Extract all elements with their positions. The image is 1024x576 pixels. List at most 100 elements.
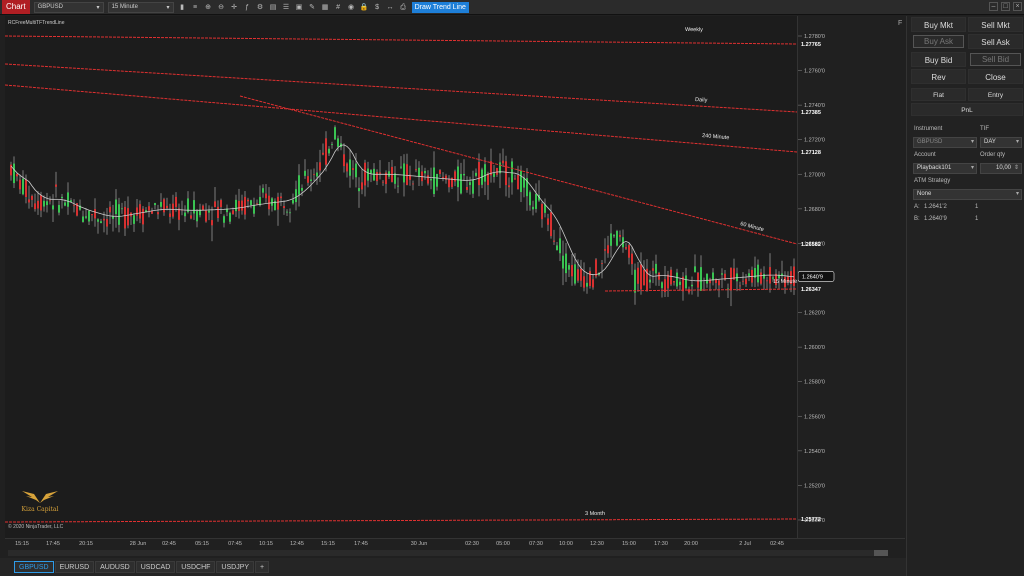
order-qty-stepper[interactable]: 10,00 ⇕ — [980, 163, 1022, 174]
time-axis[interactable]: 15:15 17:45 20:15 28 Jun 02:45 05:15 07:45 10:1… — [5, 538, 905, 550]
candle-body — [373, 168, 375, 181]
zoom-in-icon[interactable]: ⊕ — [205, 3, 211, 11]
candle-body — [124, 206, 126, 229]
instrument-tab-usdcad[interactable]: USDCAD — [135, 561, 176, 573]
properties-icon[interactable]: ☰ — [282, 3, 290, 11]
candle-body — [436, 173, 438, 187]
ask-label: A: — [914, 204, 920, 210]
candle-body — [193, 200, 195, 214]
snapshot-icon[interactable]: ◉ — [348, 3, 355, 11]
crosshair-icon[interactable]: ✛ — [231, 3, 237, 11]
candlestick — [535, 183, 537, 213]
close-icon[interactable]: × — [1013, 2, 1022, 11]
templates-icon[interactable]: ▣ — [295, 3, 303, 11]
candle-body — [352, 168, 354, 170]
flat-button[interactable]: Flat — [911, 88, 966, 101]
add-tab-button[interactable]: + — [255, 561, 270, 573]
candle-body — [562, 255, 564, 269]
candle-body — [106, 219, 108, 227]
atm-strategy-select[interactable]: None ▾ — [913, 189, 1022, 200]
candle-body — [529, 192, 531, 206]
candlestick — [208, 205, 210, 221]
buy-ask-button[interactable]: Buy Ask — [913, 35, 964, 48]
chart-trader-icon[interactable]: $ — [375, 3, 380, 11]
reverse-button[interactable]: Rev — [911, 69, 966, 84]
horizontal-scrollbar[interactable] — [8, 550, 888, 556]
candle-body — [427, 175, 429, 184]
interval-selector[interactable]: 15 Minute ▾ — [107, 1, 174, 13]
price-chart-panel[interactable]: Weekly Daily 240 Minute 60 Minute 15 Minute 3… — [4, 16, 797, 538]
candle-body — [415, 169, 417, 171]
instrument-tab-usdchf[interactable]: USDCHF — [176, 561, 216, 573]
drawing-tools-icon[interactable]: ✎ — [309, 3, 315, 11]
lock-icon[interactable]: 🔒 — [359, 3, 369, 11]
candlestick — [193, 191, 195, 220]
chart-window-tab[interactable]: Chart — [2, 0, 30, 14]
tif-select[interactable]: DAY ▾ — [980, 137, 1022, 148]
candle-body — [499, 162, 501, 174]
account-select[interactable]: Playback101 ▾ — [913, 163, 977, 174]
interval-selector-value: 15 Minute — [111, 4, 138, 10]
instrument-tab-eurusd[interactable]: EURUSD — [54, 561, 95, 573]
instrument-selector[interactable]: GBPUSD ▾ — [33, 1, 104, 13]
indicators-icon[interactable]: ƒ — [245, 3, 250, 11]
candle-body — [310, 179, 312, 181]
buy-bid-button[interactable]: Buy Bid — [911, 52, 966, 67]
candlestick — [586, 272, 588, 294]
candlestick — [490, 148, 492, 183]
candlestick — [724, 270, 726, 281]
data-box-icon[interactable]: ▤ — [269, 3, 277, 11]
time-tick-label: 17:45 — [46, 541, 60, 547]
candlestick — [442, 172, 444, 182]
grid-icon[interactable]: # — [336, 3, 341, 11]
price-chart-canvas[interactable]: Weekly Daily 240 Minute 60 Minute 15 Minute 3… — [4, 16, 797, 538]
candlestick — [400, 156, 402, 170]
print-icon[interactable]: ⎙ — [400, 3, 406, 11]
candle-body — [55, 184, 57, 187]
candlestick — [523, 173, 525, 198]
instrument-tab-gbpusd[interactable]: GBPUSD — [14, 561, 54, 573]
candle-body — [538, 194, 540, 201]
candle-body — [40, 195, 42, 211]
indicator-label: RCFreeMultiTFTrendLine — [8, 20, 65, 26]
candlestick — [472, 170, 474, 198]
candle-body — [406, 164, 408, 185]
candlestick — [604, 238, 606, 264]
candlestick — [493, 165, 495, 183]
instrument-tab-usdjpy[interactable]: USDJPY — [216, 561, 255, 573]
sell-bid-button[interactable]: Sell Bid — [970, 53, 1021, 66]
buy-market-button[interactable]: Buy Mkt — [911, 17, 966, 32]
chart-style-icon[interactable]: ≡ — [193, 3, 198, 11]
candle-body — [703, 289, 705, 291]
candle-body — [127, 208, 129, 226]
price-axis[interactable]: 1.2780'0 1.2760'0 1.2740'0 1.2720'0 1.2700'0… — [797, 16, 905, 538]
zoom-out-icon[interactable]: ⊖ — [218, 3, 224, 11]
sell-ask-button[interactable]: Sell Ask — [968, 34, 1023, 49]
candle-body — [592, 279, 594, 288]
scroll-icon[interactable]: ↔ — [386, 3, 394, 11]
candlestick — [40, 191, 42, 218]
strategies-icon[interactable]: ⚙ — [256, 3, 264, 11]
instrument-tab-audusd[interactable]: AUDUSD — [95, 561, 135, 573]
candlestick — [679, 279, 681, 291]
bar-type-icon[interactable]: ▮ — [180, 3, 184, 11]
minimize-icon[interactable]: – — [989, 2, 998, 11]
candle-body — [217, 206, 219, 219]
close-position-button[interactable]: Close — [968, 69, 1023, 84]
candlestick — [580, 259, 582, 287]
time-tick-label: 30 Jun — [410, 541, 428, 547]
trendline-price-label: 1.26347 — [801, 287, 821, 293]
layout-icon[interactable]: ▦ — [321, 3, 329, 11]
candlestick — [106, 207, 108, 235]
candle-body — [523, 177, 525, 188]
candlestick — [517, 165, 519, 190]
entry-button[interactable]: Entry — [968, 88, 1023, 101]
candle-body — [313, 174, 315, 176]
pnl-button[interactable]: PnL — [911, 103, 1023, 116]
stepper-arrows-icon[interactable]: ⇕ — [1013, 165, 1019, 171]
maximize-icon[interactable]: □ — [1001, 2, 1010, 11]
scrollbar-thumb[interactable] — [874, 550, 888, 556]
candlestick — [283, 200, 285, 215]
candlestick — [136, 199, 138, 222]
sell-market-button[interactable]: Sell Mkt — [968, 17, 1023, 32]
